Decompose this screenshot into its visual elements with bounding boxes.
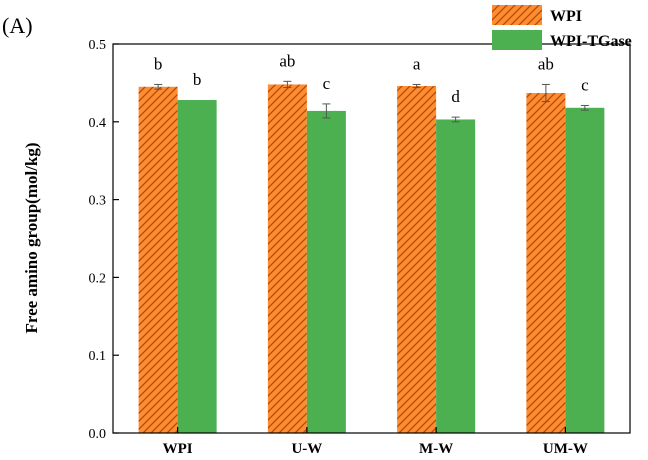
significance-label: b — [193, 70, 202, 89]
bar-wpi-um-w — [526, 93, 566, 433]
significance-label: ab — [538, 54, 554, 73]
bar-wpi-tgase-um-w — [565, 107, 605, 434]
x-tick-label: U-W — [291, 441, 322, 457]
bar-wpi-tgase-wpi — [177, 100, 217, 434]
significance-label: c — [323, 74, 331, 93]
significance-label: a — [413, 54, 421, 73]
y-tick-label: 0.4 — [89, 116, 107, 131]
legend-label-wpi: WPI — [550, 8, 582, 25]
y-tick-label: 0.2 — [89, 271, 107, 286]
legend-label-wpi-tgase: WPI-TGase — [550, 33, 632, 50]
y-tick-label: 0.1 — [89, 349, 107, 364]
significance-label: ab — [279, 51, 295, 70]
plot-frame — [112, 43, 631, 434]
significance-label: c — [581, 75, 589, 94]
y-tick-label: 0.3 — [89, 194, 107, 209]
significance-label: d — [451, 87, 460, 106]
bar-wpi-tgase-m-w — [436, 119, 476, 433]
bar-wpi-wpi — [138, 86, 178, 433]
bar-wpi-tgase-u-w — [306, 110, 346, 434]
y-tick-label: 0.0 — [89, 427, 107, 442]
x-tick-label: UM-W — [543, 441, 588, 457]
bar-wpi-m-w — [397, 86, 437, 434]
legend-swatch-wpi — [492, 5, 542, 25]
panel-label: (A) — [2, 13, 33, 38]
x-tick-label: M-W — [419, 441, 453, 457]
legend-swatch-wpi-tgase — [492, 30, 542, 50]
y-axis-label: Free amino group(mol/kg) — [22, 142, 41, 333]
y-tick-label: 0.5 — [89, 38, 107, 53]
significance-label: b — [154, 54, 163, 73]
bar-wpi-u-w — [267, 84, 307, 434]
legend: WPI WPI-TGase — [492, 5, 632, 50]
x-tick-label: WPI — [163, 441, 193, 457]
